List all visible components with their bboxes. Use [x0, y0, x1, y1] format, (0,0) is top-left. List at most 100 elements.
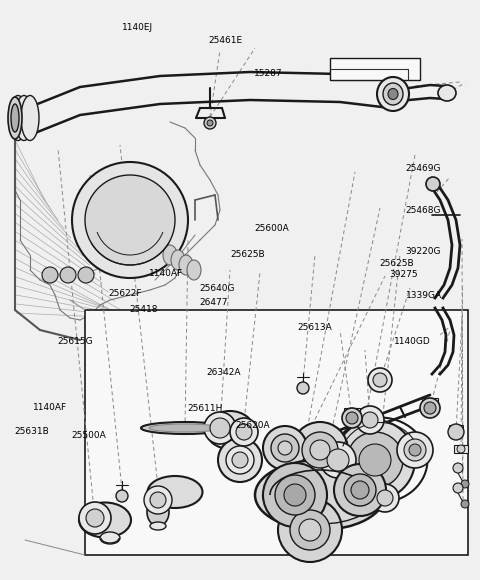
Ellipse shape [79, 502, 131, 538]
Circle shape [210, 418, 230, 438]
Circle shape [85, 175, 175, 265]
Circle shape [271, 434, 299, 462]
Circle shape [453, 483, 463, 493]
Circle shape [144, 486, 172, 514]
Text: 25600A: 25600A [254, 224, 289, 233]
Circle shape [461, 480, 469, 488]
Ellipse shape [255, 460, 385, 530]
Ellipse shape [388, 89, 398, 100]
Ellipse shape [187, 260, 201, 280]
Text: 1140AF: 1140AF [149, 269, 183, 278]
Circle shape [335, 420, 415, 500]
Ellipse shape [141, 422, 229, 434]
Circle shape [344, 474, 376, 506]
Bar [449, 425, 463, 434]
Ellipse shape [163, 245, 177, 265]
Circle shape [263, 426, 307, 470]
Text: 25615G: 25615G [58, 336, 93, 346]
Circle shape [72, 162, 188, 278]
Circle shape [236, 424, 252, 440]
Circle shape [290, 510, 330, 550]
Circle shape [297, 382, 309, 394]
Ellipse shape [377, 77, 409, 111]
Circle shape [377, 490, 393, 506]
Text: 1140EJ: 1140EJ [122, 23, 154, 32]
Text: 1140GD: 1140GD [394, 336, 431, 346]
Circle shape [356, 406, 384, 434]
Circle shape [79, 502, 111, 534]
Circle shape [42, 267, 58, 283]
Circle shape [334, 464, 386, 516]
Text: 25640G: 25640G [199, 284, 235, 293]
Bar [344, 408, 360, 418]
Ellipse shape [150, 522, 166, 530]
Ellipse shape [171, 250, 185, 270]
Bar [85, 310, 468, 555]
Ellipse shape [147, 498, 169, 526]
Circle shape [397, 432, 433, 468]
Circle shape [453, 463, 463, 473]
Ellipse shape [15, 96, 33, 140]
Ellipse shape [147, 476, 203, 508]
Circle shape [359, 444, 391, 476]
Text: 25625B: 25625B [230, 249, 265, 259]
Circle shape [362, 412, 378, 428]
Circle shape [299, 519, 321, 541]
Circle shape [424, 402, 436, 414]
Ellipse shape [383, 83, 403, 105]
Circle shape [60, 267, 76, 283]
Text: 25469G: 25469G [406, 164, 441, 173]
Circle shape [420, 398, 440, 418]
Ellipse shape [438, 85, 456, 101]
Circle shape [292, 422, 348, 478]
Bar [330, 58, 420, 80]
Bar [373, 370, 387, 381]
Circle shape [351, 481, 369, 499]
Circle shape [346, 412, 358, 424]
Text: 25468G: 25468G [406, 206, 441, 215]
Ellipse shape [100, 532, 120, 544]
Circle shape [230, 418, 258, 446]
Text: 25620A: 25620A [235, 421, 270, 430]
Circle shape [150, 492, 166, 508]
Text: 25418: 25418 [130, 305, 158, 314]
Text: 39275: 39275 [389, 270, 418, 280]
Circle shape [448, 424, 464, 440]
Text: 25631B: 25631B [14, 427, 49, 436]
Circle shape [302, 432, 338, 468]
Circle shape [342, 408, 362, 428]
Circle shape [373, 373, 387, 387]
Circle shape [263, 463, 327, 527]
Circle shape [404, 439, 426, 461]
Circle shape [426, 177, 440, 191]
Circle shape [310, 440, 330, 460]
Circle shape [275, 475, 315, 515]
Circle shape [320, 442, 356, 478]
Text: 26342A: 26342A [206, 368, 241, 377]
Circle shape [226, 446, 254, 474]
Ellipse shape [11, 104, 19, 132]
Circle shape [207, 120, 213, 126]
Text: 26477: 26477 [199, 298, 228, 307]
Circle shape [232, 452, 248, 468]
Circle shape [78, 267, 94, 283]
Ellipse shape [21, 96, 39, 140]
Ellipse shape [179, 255, 193, 275]
Text: 25625B: 25625B [379, 259, 414, 268]
Circle shape [327, 449, 349, 471]
Text: 25622F: 25622F [108, 289, 142, 298]
Circle shape [86, 509, 104, 527]
Ellipse shape [9, 96, 27, 140]
Circle shape [278, 441, 292, 455]
Circle shape [204, 117, 216, 129]
Circle shape [409, 444, 421, 456]
Circle shape [371, 484, 399, 512]
Circle shape [116, 490, 128, 502]
Ellipse shape [206, 411, 254, 449]
Circle shape [204, 412, 236, 444]
Bar [422, 398, 438, 408]
Ellipse shape [149, 424, 221, 432]
Text: 25500A: 25500A [71, 430, 106, 440]
Text: 39220G: 39220G [406, 247, 441, 256]
Text: 25611H: 25611H [187, 404, 223, 413]
